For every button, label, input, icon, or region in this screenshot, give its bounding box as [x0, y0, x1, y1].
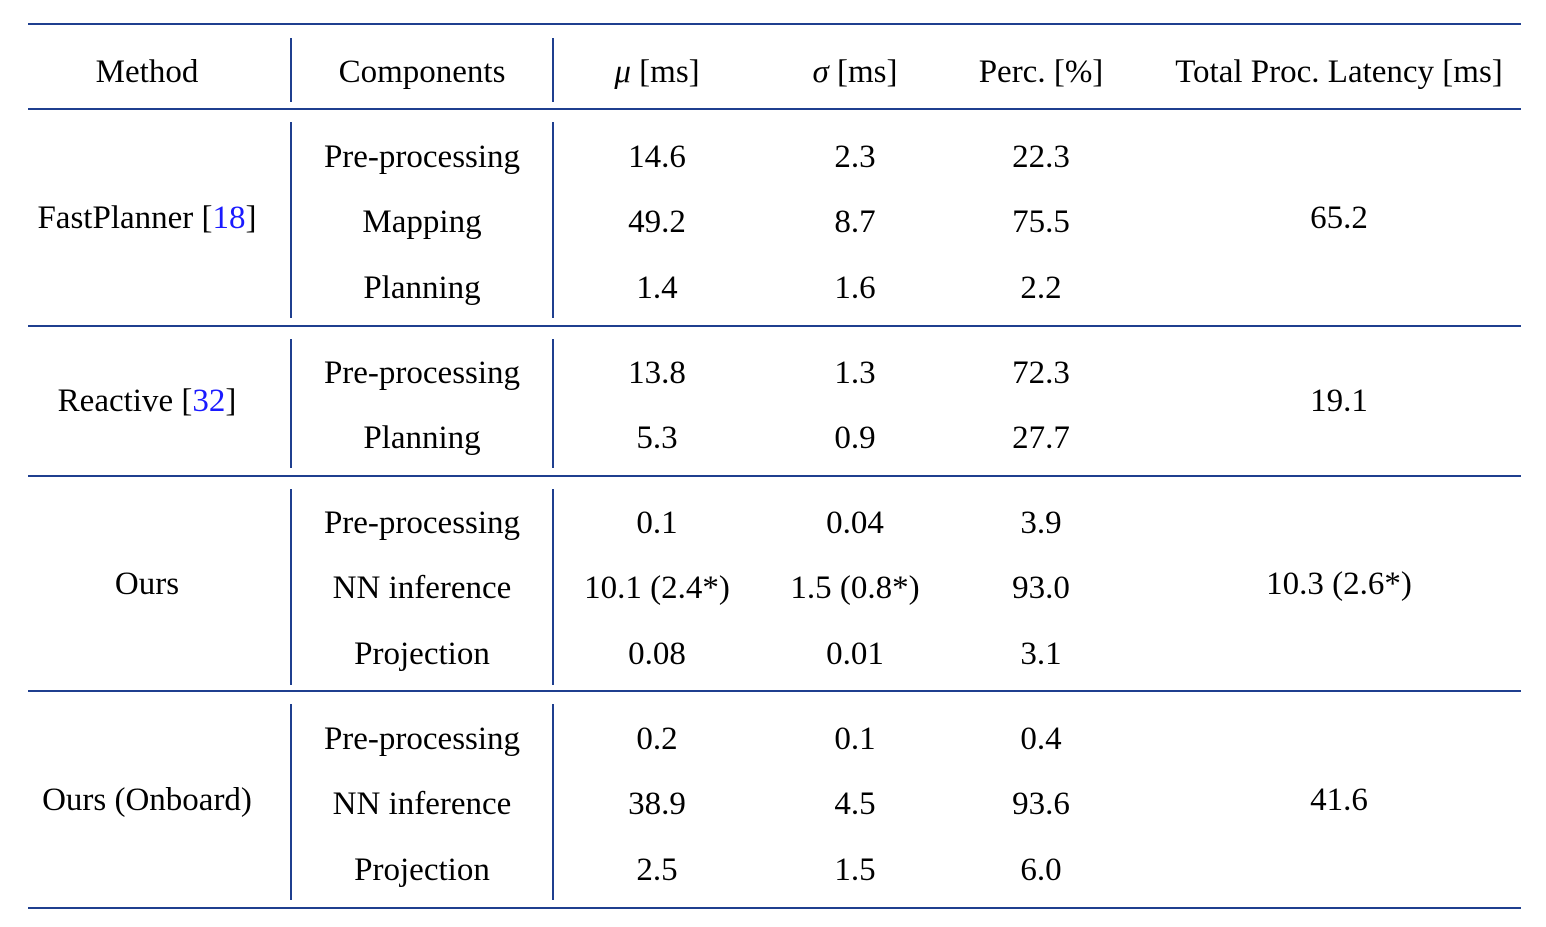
column-separator [290, 38, 292, 102]
method-ours-onboard: Ours (Onboard) [42, 782, 252, 818]
perc-value: 93.6 [1012, 786, 1070, 822]
column-separator [552, 489, 554, 685]
group-rule [28, 475, 1521, 477]
mu-value: 14.6 [628, 139, 686, 175]
sigma-symbol: σ [812, 54, 829, 90]
sigma-value: 0.1 [834, 721, 876, 757]
column-separator [552, 122, 554, 318]
component-label: Pre-processing [323, 139, 521, 175]
mu-value: 10.1 (2.4*) [584, 570, 730, 606]
header-perc: Perc. [%] [978, 54, 1104, 90]
method-ours: Ours [114, 566, 180, 602]
perc-value: 0.4 [1020, 721, 1062, 757]
component-label: Projection [354, 852, 490, 888]
mu-value: 5.3 [636, 420, 678, 456]
top-rule [28, 23, 1521, 25]
sigma-value: 1.3 [834, 355, 876, 391]
mu-value: 1.4 [636, 270, 678, 306]
perc-value: 2.2 [1020, 270, 1062, 306]
sigma-value: 0.04 [826, 505, 884, 541]
component-label: Pre-processing [323, 505, 521, 541]
total-latency: 19.1 [1310, 383, 1368, 419]
header-rule [28, 108, 1521, 110]
group-rule [28, 325, 1521, 327]
header-sigma: σ [ms] [757, 52, 953, 92]
component-label: Planning [363, 270, 481, 306]
method-reactive: Reactive [32] [57, 383, 237, 419]
mu-value: 2.5 [636, 852, 678, 888]
perc-value: 93.0 [1012, 570, 1070, 606]
citation-link[interactable]: 18 [212, 200, 246, 236]
component-label: NN inference [332, 786, 512, 822]
sigma-value: 2.3 [834, 139, 876, 175]
mu-value: 0.1 [636, 505, 678, 541]
sigma-value: 8.7 [834, 204, 876, 240]
sigma-value: 4.5 [834, 786, 876, 822]
mu-value: 0.2 [636, 721, 678, 757]
mu-value: 38.9 [628, 786, 686, 822]
bottom-rule [28, 907, 1521, 909]
header-total: Total Proc. Latency [ms] [1175, 54, 1503, 90]
component-label: Pre-processing [323, 355, 521, 391]
perc-value: 3.1 [1020, 636, 1062, 672]
sigma-value: 0.9 [834, 420, 876, 456]
method-label: Reactive [57, 383, 182, 419]
column-separator [552, 339, 554, 468]
component-label: Pre-processing [323, 721, 521, 757]
column-separator [290, 122, 292, 318]
component-label: Projection [354, 636, 490, 672]
mu-value: 49.2 [628, 204, 686, 240]
method-fastplanner: FastPlanner [18] [37, 200, 257, 236]
total-latency: 65.2 [1310, 200, 1368, 236]
column-separator [552, 38, 554, 102]
header-method: Method [95, 54, 199, 90]
column-separator [290, 489, 292, 685]
column-separator [552, 704, 554, 900]
component-label: Mapping [362, 204, 482, 240]
sigma-value: 1.5 (0.8*) [790, 570, 920, 606]
mu-symbol: μ [614, 54, 631, 90]
total-latency: 41.6 [1310, 782, 1368, 818]
perc-value: 22.3 [1012, 139, 1070, 175]
mu-unit: [ms] [630, 54, 700, 90]
citation-link[interactable]: 32 [192, 383, 226, 419]
column-separator [290, 704, 292, 900]
perc-value: 3.9 [1020, 505, 1062, 541]
perc-value: 72.3 [1012, 355, 1070, 391]
header-components: Components [338, 54, 506, 90]
column-separator [290, 339, 292, 468]
header-mu: μ [ms] [557, 52, 757, 92]
component-label: NN inference [332, 570, 512, 606]
perc-value: 75.5 [1012, 204, 1070, 240]
sigma-value: 0.01 [826, 636, 884, 672]
sigma-unit: [ms] [828, 54, 898, 90]
perc-value: 6.0 [1020, 852, 1062, 888]
component-label: Planning [363, 420, 481, 456]
total-latency: 10.3 (2.6*) [1266, 566, 1412, 602]
mu-value: 13.8 [628, 355, 686, 391]
sigma-value: 1.5 [834, 852, 876, 888]
method-label: FastPlanner [37, 200, 202, 236]
mu-value: 0.08 [628, 636, 686, 672]
perc-value: 27.7 [1012, 420, 1070, 456]
sigma-value: 1.6 [834, 270, 876, 306]
group-rule [28, 690, 1521, 692]
